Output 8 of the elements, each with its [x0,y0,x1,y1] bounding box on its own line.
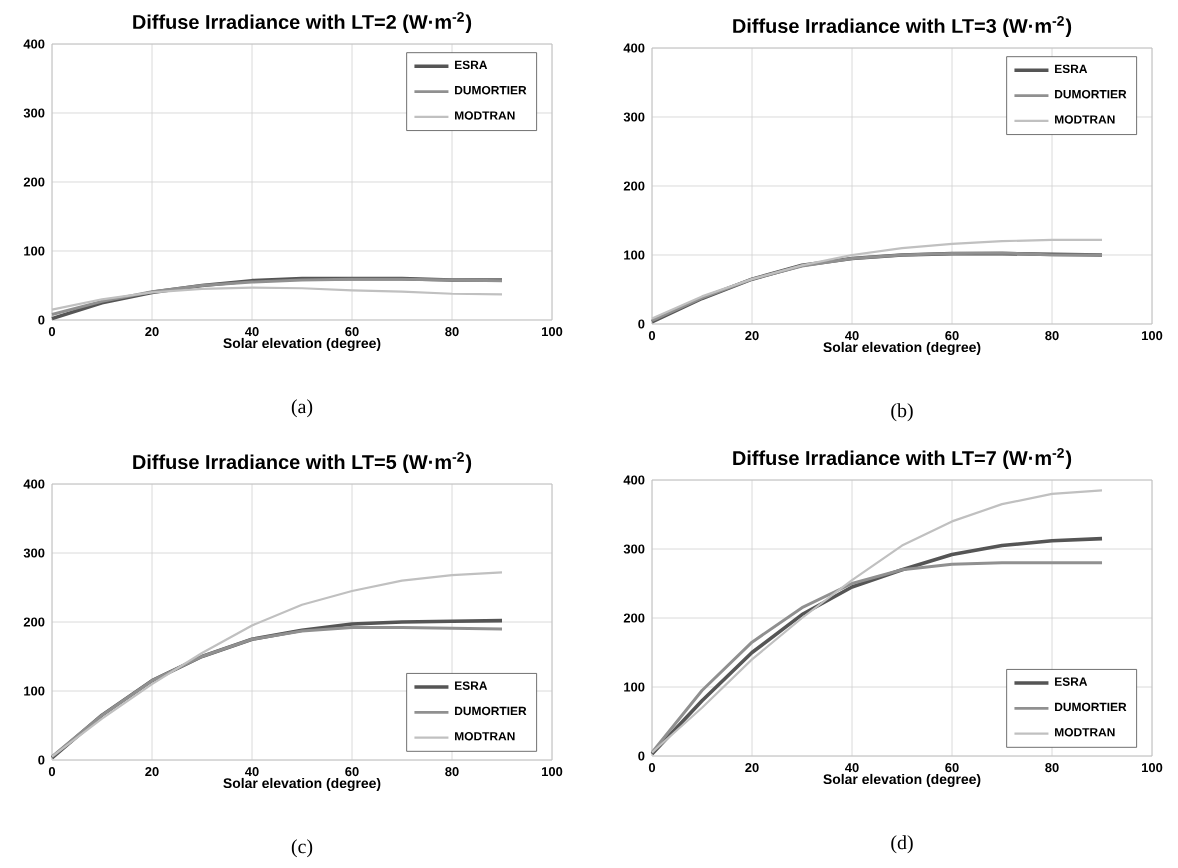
text: (d) [891,835,913,854]
text: (c) [291,839,313,858]
text: (b) [891,403,913,422]
chart-title: Diffuse Irradiance with LT=7 (W·m$^{-2}$) [733,447,1072,469]
chart-title: Diffuse Irradiance with LT=2 (W·m$^{-2}$) [133,11,472,33]
text: (a) [291,399,313,418]
chart-title: Diffuse Irradiance with LT=3 (W·m$^{-2}$) [733,15,1072,37]
chart-title: Diffuse Irradiance with LT=5 (W·m$^{-2}$) [133,451,472,473]
